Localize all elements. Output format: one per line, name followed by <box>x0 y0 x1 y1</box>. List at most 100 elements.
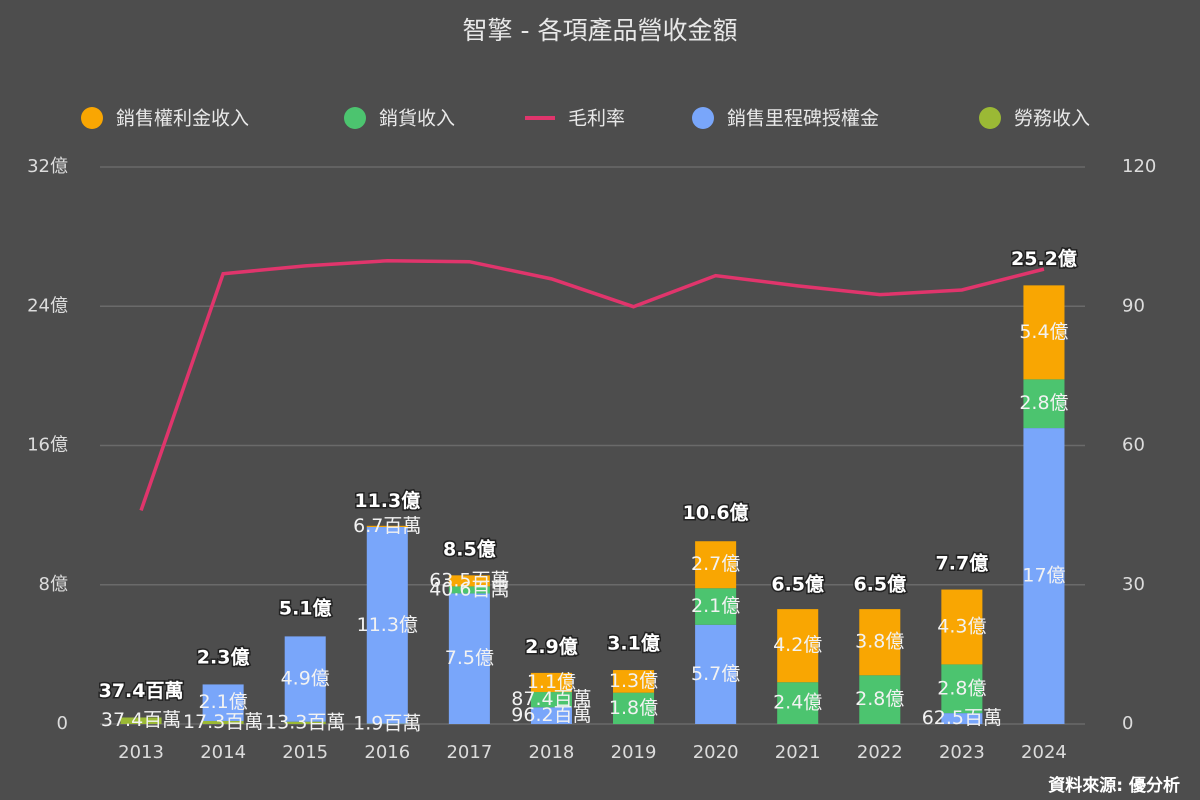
bar-segment <box>695 588 737 625</box>
y2-tick-label: 120 <box>1122 156 1156 177</box>
total-label: 7.7億 <box>936 551 989 574</box>
legend-label: 毛利率 <box>568 108 625 130</box>
data-label: 2.4億 <box>773 692 822 714</box>
legend-label: 銷貨收入 <box>379 108 455 130</box>
data-label: 11.3億 <box>357 614 418 636</box>
bar-segment <box>941 589 983 665</box>
bar-segment <box>366 525 408 527</box>
y-tick-label: 8億 <box>39 574 68 595</box>
total-label: 25.2億 <box>1011 247 1077 270</box>
data-label: 1.8億 <box>609 697 658 719</box>
bar-segment <box>613 692 655 724</box>
data-label: 2.7億 <box>691 553 740 575</box>
legend-label: 銷售權利金收入 <box>116 108 249 130</box>
bar-segment <box>448 586 490 594</box>
x-tick-label: 2021 <box>775 742 821 763</box>
data-label: 2.1億 <box>691 595 740 617</box>
y2-tick-label: 0 <box>1122 713 1133 734</box>
bar-segment <box>941 713 983 724</box>
bar-segment <box>202 684 244 721</box>
bar-segment <box>284 636 326 722</box>
x-tick-label: 2018 <box>529 742 575 763</box>
bar-segment <box>777 609 819 683</box>
x-tick-label: 2020 <box>693 742 739 763</box>
data-label: 13.3百萬 <box>265 711 345 733</box>
total-label: 37.4百萬 <box>99 680 184 702</box>
bar-segment <box>448 593 490 724</box>
bar-segment <box>284 721 326 724</box>
data-label: 1.9百萬 <box>353 712 421 734</box>
data-label: 2.8億 <box>937 677 986 699</box>
data-label: 5.7億 <box>691 663 740 685</box>
total-label: 11.3億 <box>354 489 420 512</box>
bar-segment <box>448 575 490 587</box>
chart-title: 智擎 - 各項產品營收金額 <box>463 16 738 45</box>
data-label: 2.8億 <box>855 688 904 710</box>
bar-segment <box>613 670 655 693</box>
data-label: 87.4百萬 <box>511 688 591 710</box>
y2-tick-label: 60 <box>1122 435 1145 456</box>
bar-segment <box>695 541 737 589</box>
bar-segment <box>1023 285 1065 380</box>
y2-tick-label: 30 <box>1122 574 1145 595</box>
legend-swatch <box>692 107 714 129</box>
x-tick-label: 2023 <box>939 742 985 763</box>
data-label: 96.2百萬 <box>511 704 591 726</box>
total-label: 2.3億 <box>197 645 250 668</box>
legend-label: 銷售里程碑授權金 <box>727 108 879 130</box>
total-label: 8.5億 <box>443 538 496 561</box>
total-label: 3.1億 <box>607 632 660 655</box>
bar-segment <box>859 609 901 676</box>
bar-segment <box>695 624 737 724</box>
legend-swatch <box>979 107 1001 129</box>
data-label: 3.8億 <box>855 631 904 653</box>
x-tick-label: 2022 <box>857 742 903 763</box>
bar-segment <box>1023 379 1065 429</box>
bar-segment <box>530 672 572 693</box>
data-label: 37.4百萬 <box>101 709 181 731</box>
x-tick-label: 2013 <box>118 742 164 763</box>
data-label: 17.3百萬 <box>183 711 263 733</box>
bar-segment <box>120 717 162 724</box>
bar-segment <box>859 675 901 724</box>
total-label: 6.5億 <box>771 572 824 595</box>
data-label: 1.1億 <box>527 671 576 693</box>
legend-swatch <box>344 107 366 129</box>
data-label: 2.1億 <box>199 691 248 713</box>
data-label: 2.8億 <box>1019 392 1068 414</box>
total-label: 6.5億 <box>853 572 906 595</box>
total-label: 5.1億 <box>279 597 332 620</box>
data-label: 4.3億 <box>937 615 986 637</box>
x-tick-label: 2016 <box>364 742 410 763</box>
data-label: 1.3億 <box>609 670 658 692</box>
x-tick-label: 2019 <box>611 742 657 763</box>
bar-segment <box>941 664 983 714</box>
data-label: 62.5百萬 <box>922 707 1002 729</box>
legend-label: 勞務收入 <box>1014 108 1090 130</box>
x-tick-label: 2017 <box>446 742 492 763</box>
y2-tick-label: 90 <box>1122 295 1145 316</box>
x-tick-label: 2015 <box>282 742 328 763</box>
data-label: 5.4億 <box>1019 321 1068 343</box>
y-tick-label: 16億 <box>27 435 68 456</box>
legend-swatch <box>81 107 103 129</box>
y-tick-label: 32億 <box>27 156 68 177</box>
data-label: 7.5億 <box>445 647 494 669</box>
bar-segment <box>202 720 244 724</box>
data-label: 6.7百萬 <box>353 515 421 537</box>
bar-segment <box>366 526 408 724</box>
source: 資料來源: 優分析 <box>1048 775 1180 796</box>
bar-segment <box>530 707 572 724</box>
data-label: 4.9億 <box>281 668 330 690</box>
y-tick-label: 24億 <box>27 295 68 316</box>
x-tick-label: 2014 <box>200 742 246 763</box>
y-tick-label: 0 <box>57 713 68 734</box>
data-label: 40.6百萬 <box>429 578 509 600</box>
x-tick-label: 2024 <box>1021 742 1067 763</box>
total-label: 2.9億 <box>525 635 578 658</box>
bar-segment <box>530 692 572 708</box>
line-series <box>139 259 1045 512</box>
data-label: 17億 <box>1022 565 1065 587</box>
